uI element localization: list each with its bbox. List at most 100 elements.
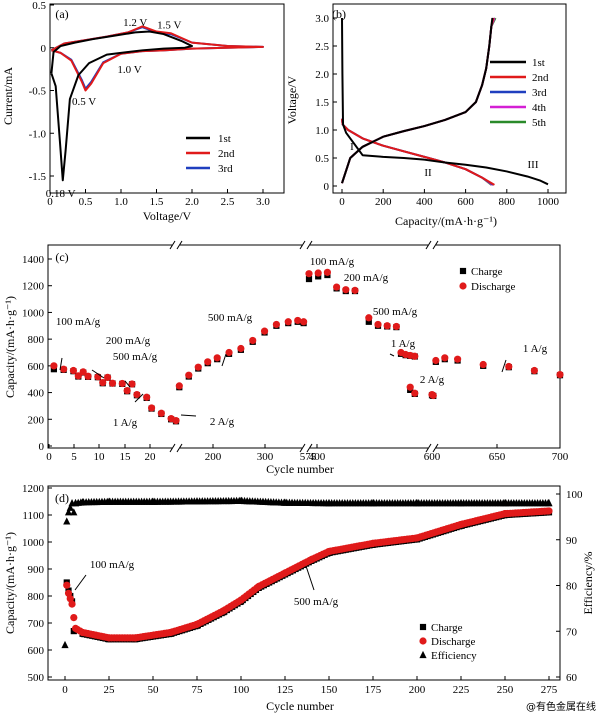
annotation-arrow [305, 565, 315, 591]
data-point-discharge [175, 382, 183, 390]
annotation: II [424, 167, 432, 179]
x-tick-label: 2.0 [185, 196, 199, 208]
data-point-discharge [213, 354, 221, 362]
x-tick-label: 0 [339, 196, 345, 208]
series-line-1st [50, 30, 193, 182]
legend-entry: 2nd [218, 148, 235, 160]
axis-break-gap [428, 241, 436, 249]
panel-label: (d) [55, 491, 69, 505]
data-point-discharge [157, 409, 165, 417]
legend-entry: Discharge [471, 281, 516, 293]
legend-marker [459, 282, 467, 290]
legend-entry: Discharge [431, 636, 476, 648]
annotation: 500 mA/g [113, 351, 158, 363]
data-point-discharge [249, 336, 257, 345]
x-tick-label: 600 [457, 196, 474, 208]
x-tick-label: 10 [94, 451, 106, 463]
x-tick-label: 650 [489, 451, 506, 463]
data-point-discharge [406, 383, 414, 391]
legend-entry: Charge [431, 622, 463, 634]
annotation: 0.5 V [72, 96, 96, 108]
series-line-1st [341, 17, 549, 186]
legend-marker [459, 267, 467, 275]
panel-b: 0 200 400 600 800 1000 0 0.5 1.0 1.5 2.0 2.5 3.0 Capa… [285, 3, 567, 228]
data-point-discharge [69, 366, 78, 375]
data-point-discharge [305, 270, 313, 278]
y-tick-label: 500 [28, 672, 45, 684]
data-point-discharge [204, 358, 212, 366]
annotation-arrow [59, 357, 63, 371]
data-point-discharge [351, 286, 359, 294]
legend-entry: 5th [532, 117, 547, 129]
panel-a: 0 0.5 1.0 1.5 2.0 2.5 3.0 0.5 0 -0.5 -1.0 -1.5 Volta… [1, 0, 285, 223]
y-tick-label: 800 [28, 334, 45, 346]
y2-tick-label: 70 [566, 626, 578, 638]
data-point-discharge [123, 386, 131, 395]
x-tick-label: 575 [300, 451, 317, 463]
panel-label: (b) [332, 7, 346, 21]
data-point-discharge [118, 379, 126, 388]
y-tick-label: 1000 [22, 307, 45, 319]
x-tick-label: 0 [47, 196, 53, 208]
annotation: 2 A/g [210, 416, 235, 428]
y-tick-label: 200 [28, 414, 45, 426]
y-tick-label: 0.5 [32, 0, 46, 12]
y-tick-label: 900 [28, 564, 45, 576]
axis-break-mark [425, 443, 432, 453]
axis-break-gap [302, 241, 310, 249]
x-tick-label: 0 [46, 451, 52, 463]
data-point-discharge [374, 320, 382, 329]
y-tick-label: 0 [324, 181, 330, 193]
legend-entry: 1st [532, 57, 545, 69]
x-tick-label: 3.0 [256, 196, 270, 208]
annotation: 100 mA/g [310, 256, 355, 268]
y-tick-label: 0 [41, 43, 47, 55]
legend-marker [419, 623, 427, 631]
y-tick-label: -1.0 [29, 128, 47, 140]
y-tick-label: 800 [28, 591, 45, 603]
data-point-discharge [505, 362, 513, 371]
data-point-efficiency [61, 640, 69, 649]
data-point-discharge [66, 595, 74, 603]
data-point-discharge [64, 589, 73, 597]
x-tick-label: 100 [233, 684, 250, 696]
y-tick-label: 0 [39, 441, 45, 453]
x-tick-label: 200 [375, 196, 392, 208]
data-point-discharge [383, 322, 391, 330]
x-tick-label: 225 [453, 684, 470, 696]
legend-marker [419, 650, 427, 659]
x-tick-label: 175 [365, 684, 382, 696]
annotation: 1.2 V [123, 17, 147, 29]
annotation: I [350, 141, 354, 153]
x-tick-label: 250 [497, 684, 514, 696]
x-tick-label: 5 [71, 451, 77, 463]
x-tick-label: 275 [541, 684, 558, 696]
x-axis-label: Voltage/V [143, 209, 192, 223]
data-point-charge [365, 318, 372, 325]
panel-label: (c) [55, 250, 68, 264]
series-line-1st [341, 17, 494, 184]
x-tick-label: 75 [192, 684, 204, 696]
y-axis-label: Capacity/(mA·h·g⁻¹) [3, 532, 17, 634]
plot-frame [49, 3, 285, 194]
data-point-discharge [284, 318, 292, 326]
x-tick-label: 1000 [537, 196, 560, 208]
legend-marker [419, 637, 427, 645]
annotation: 200 mA/g [344, 272, 389, 284]
data-point-discharge [225, 348, 233, 357]
data-point-discharge [108, 379, 117, 387]
y-tick-label: 3.0 [315, 13, 329, 25]
x-axis-label: Capacity/(mA·h·g⁻¹) [395, 214, 497, 228]
axis-break-mark [306, 443, 313, 453]
data-point-discharge [237, 344, 245, 353]
annotation: 0.18 V [46, 188, 76, 200]
x-axis-label: Cycle number [266, 699, 334, 713]
annotation: 100 mA/g [56, 316, 101, 328]
x-tick-label: 200 [409, 684, 426, 696]
x-tick-label: 0 [62, 684, 68, 696]
x-tick-label: 800 [499, 196, 516, 208]
data-point-discharge [429, 391, 437, 400]
y-axis-label: Current/mA [1, 67, 15, 125]
x-tick-label: 300 [257, 451, 274, 463]
